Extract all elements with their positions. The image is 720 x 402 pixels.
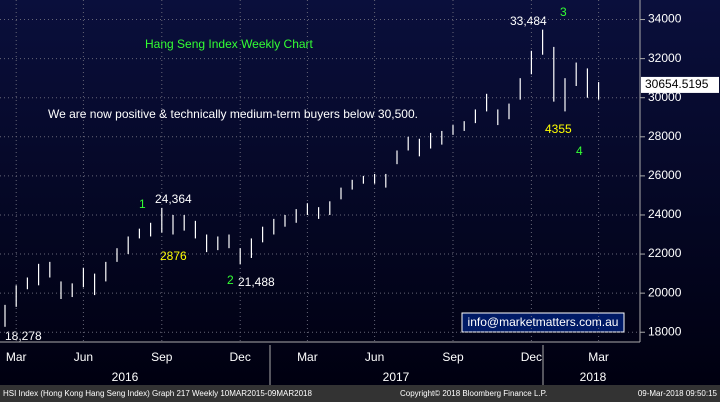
x-tick-label: Jun [365, 350, 384, 364]
annotation: 4355 [545, 122, 572, 136]
annotation: 33,484 [510, 14, 547, 28]
footer-bar [0, 385, 720, 402]
contact: info@marketmatters.com.au [468, 315, 619, 329]
annotation: 3 [560, 5, 567, 19]
annotation: 2876 [160, 249, 187, 263]
annotation: 21,488 [238, 275, 275, 289]
x-tick-label: Mar [588, 350, 609, 364]
footer-right: 09-Mar-2018 09:50:15 [638, 389, 718, 398]
annotation: 1 [139, 197, 146, 211]
contact-box [461, 312, 625, 333]
last-price-label: 30654.5195 [645, 77, 709, 91]
y-tick-label: 18000 [648, 324, 682, 338]
x-tick-label: Dec [521, 350, 542, 364]
chart-title: Hang Seng Index Weekly Chart [145, 37, 314, 51]
y-tick-label: 34000 [648, 12, 682, 26]
footer-center: Copyright© 2018 Bloomberg Finance L.P. [400, 389, 547, 398]
y-tick-label: 32000 [648, 51, 682, 65]
y-tick-label: 24000 [648, 207, 682, 221]
year-label: 2016 [112, 370, 139, 384]
year-label: 2017 [383, 370, 410, 384]
x-tick-label: Sep [442, 350, 464, 364]
y-tick-label: 26000 [648, 168, 682, 182]
annotation: We are now positive & technically medium… [48, 107, 418, 121]
annotation: 18,278 [5, 329, 42, 343]
x-tick-label: Mar [297, 350, 318, 364]
y-tick-label: 28000 [648, 129, 682, 143]
annotation: 24,364 [155, 192, 192, 206]
x-tick-label: Jun [74, 350, 93, 364]
annotation: 2 [227, 273, 234, 287]
footer-left: HSI Index (Hong Kong Hang Seng Index) Gr… [3, 389, 312, 398]
year-label: 2018 [580, 370, 607, 384]
last-price-box [641, 76, 719, 93]
x-tick-label: Mar [6, 350, 27, 364]
y-tick-label: 22000 [648, 246, 682, 260]
y-tick-label: 20000 [648, 285, 682, 299]
y-tick-label: 30000 [648, 90, 682, 104]
x-tick-label: Sep [151, 350, 173, 364]
x-tick-label: Dec [230, 350, 251, 364]
annotation: 4 [576, 144, 583, 158]
